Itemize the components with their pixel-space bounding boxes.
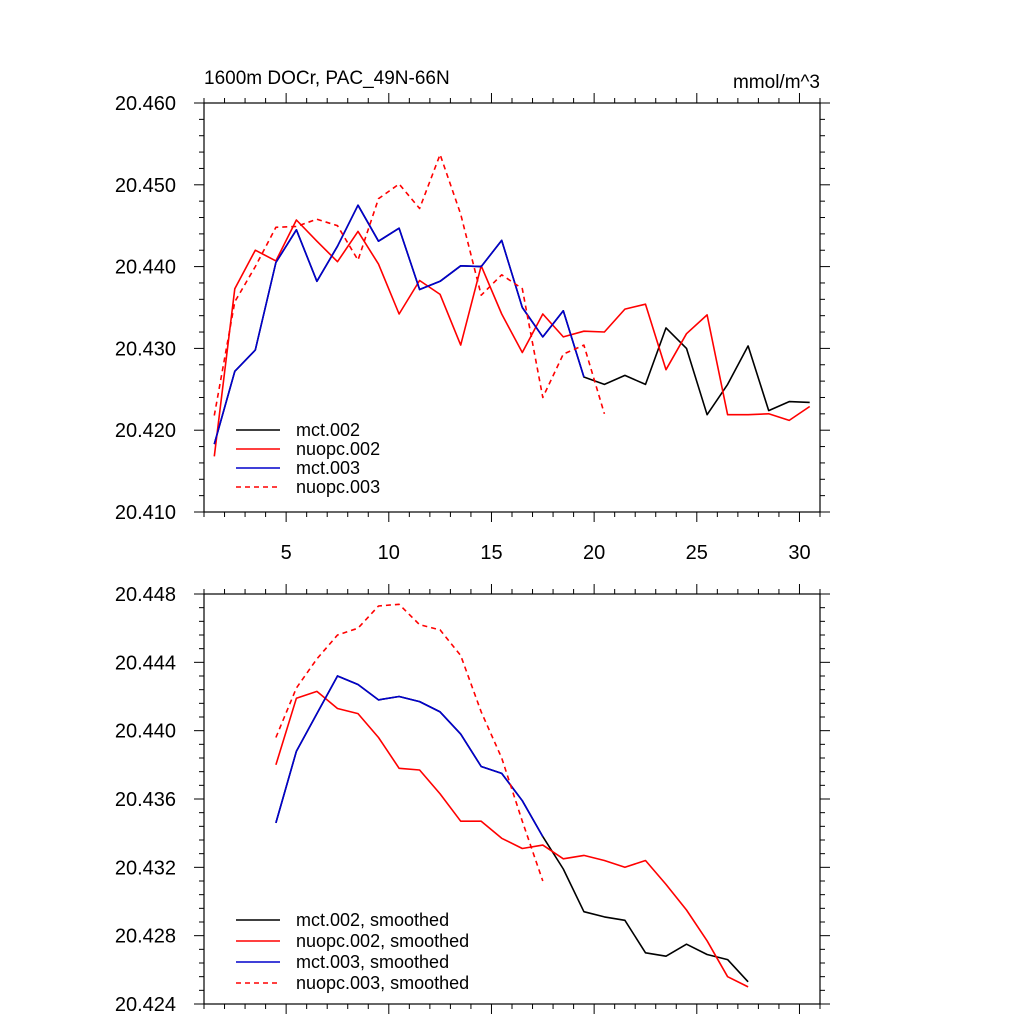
x-tick-label: 15	[480, 542, 502, 564]
x-tick-label: 5	[281, 542, 292, 564]
top-axes: 5 10 15 20 25 30 20.410 20.420 20.430 20.440 20.45…	[115, 93, 830, 564]
x-tick-label: 10	[378, 542, 400, 564]
series-line-0-3	[213, 153, 606, 416]
top-panel: 1600m DOCr, PAC_49N-66N mmol/m^3 5 10 15 20…	[115, 68, 830, 564]
legend-label: mct.002	[296, 420, 360, 440]
y-tick-label: 20.444	[115, 652, 176, 674]
legend-label: nuopc.002, smoothed	[296, 931, 469, 951]
bottom-panel: 20.424 20.428 20.432 20.436 20.440 20.444 20.4…	[115, 584, 830, 1016]
legend-label: mct.002, smoothed	[296, 910, 449, 930]
bottom-axes: 20.424 20.428 20.432 20.436 20.440 20.444 20.4…	[115, 584, 830, 1016]
series-line-1-1	[275, 690, 749, 988]
legend-label: mct.003	[296, 458, 360, 478]
y-tick-label: 20.424	[115, 994, 176, 1016]
y-tick-label: 20.428	[115, 926, 176, 948]
series-line-0-2	[213, 204, 585, 445]
y-tick-label: 20.440	[115, 721, 176, 743]
series-line-0-1	[213, 219, 811, 457]
y-tick-label: 20.436	[115, 789, 176, 811]
series-line-1-2	[275, 675, 544, 837]
legend-label: nuopc.003	[296, 477, 380, 497]
legend-label: nuopc.002	[296, 439, 380, 459]
units-label: mmol/m^3	[733, 72, 820, 93]
legend-label: nuopc.003, smoothed	[296, 973, 469, 993]
y-tick-label: 20.450	[115, 175, 176, 197]
legend-label: mct.003, smoothed	[296, 952, 449, 972]
x-tick-label: 30	[788, 542, 810, 564]
chart-title: 1600m DOCr, PAC_49N-66N	[204, 68, 450, 89]
series-line-0-0	[213, 204, 810, 445]
bottom-series-lines	[275, 603, 749, 988]
y-tick-label: 20.430	[115, 338, 176, 360]
x-tick-label: 25	[686, 542, 708, 564]
y-tick-label: 20.448	[115, 584, 176, 606]
y-tick-label: 20.432	[115, 857, 176, 879]
x-tick-label: 20	[583, 542, 605, 564]
y-tick-label: 20.420	[115, 420, 176, 442]
y-tick-label: 20.440	[115, 257, 176, 279]
top-series-lines	[213, 153, 811, 457]
y-tick-label: 20.410	[115, 502, 176, 524]
series-line-1-3	[275, 603, 544, 882]
y-tick-label: 20.460	[115, 93, 176, 115]
